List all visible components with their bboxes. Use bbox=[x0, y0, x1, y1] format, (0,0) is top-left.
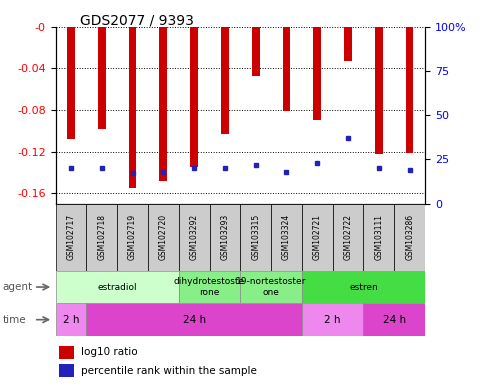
Bar bbox=[364, 204, 394, 271]
Bar bbox=[86, 204, 117, 271]
Text: GSM103293: GSM103293 bbox=[220, 214, 229, 260]
Bar bbox=[313, 27, 321, 121]
Bar bbox=[302, 271, 425, 303]
Text: 19-nortestoster
one: 19-nortestoster one bbox=[236, 277, 306, 297]
Bar bbox=[302, 303, 364, 336]
Text: GSM103315: GSM103315 bbox=[251, 214, 260, 260]
Bar bbox=[241, 271, 302, 303]
Bar bbox=[283, 27, 290, 111]
Bar bbox=[179, 271, 240, 303]
Bar bbox=[221, 27, 229, 134]
Bar bbox=[302, 204, 333, 271]
Bar bbox=[117, 204, 148, 271]
Bar bbox=[86, 303, 302, 336]
Text: GSM102717: GSM102717 bbox=[67, 214, 75, 260]
Bar bbox=[394, 204, 425, 271]
Bar bbox=[364, 303, 425, 336]
Bar bbox=[179, 204, 210, 271]
Bar bbox=[98, 27, 106, 129]
Bar bbox=[210, 204, 240, 271]
Bar bbox=[128, 27, 136, 188]
Text: GSM102718: GSM102718 bbox=[97, 214, 106, 260]
Text: estradiol: estradiol bbox=[97, 283, 137, 291]
Text: GSM102721: GSM102721 bbox=[313, 214, 322, 260]
Bar bbox=[56, 303, 86, 336]
Text: GSM103111: GSM103111 bbox=[374, 214, 384, 260]
Bar bbox=[59, 364, 74, 377]
Bar bbox=[148, 204, 179, 271]
Text: GSM103286: GSM103286 bbox=[405, 214, 414, 260]
Text: log10 ratio: log10 ratio bbox=[82, 347, 138, 357]
Bar bbox=[56, 204, 86, 271]
Text: 24 h: 24 h bbox=[183, 314, 206, 325]
Bar bbox=[56, 271, 179, 303]
Text: GSM102722: GSM102722 bbox=[343, 214, 353, 260]
Text: time: time bbox=[2, 314, 26, 325]
Text: estren: estren bbox=[349, 283, 378, 291]
Bar bbox=[271, 204, 302, 271]
Text: GSM103324: GSM103324 bbox=[282, 214, 291, 260]
Bar bbox=[406, 27, 413, 152]
Bar bbox=[252, 27, 259, 76]
Bar bbox=[59, 346, 74, 359]
Text: 2 h: 2 h bbox=[325, 314, 341, 325]
Text: GDS2077 / 9393: GDS2077 / 9393 bbox=[80, 13, 194, 27]
Text: dihydrotestoste
rone: dihydrotestoste rone bbox=[174, 277, 245, 297]
Bar bbox=[375, 27, 383, 154]
Text: GSM102720: GSM102720 bbox=[159, 214, 168, 260]
Text: percentile rank within the sample: percentile rank within the sample bbox=[82, 366, 257, 376]
Bar bbox=[344, 27, 352, 61]
Text: agent: agent bbox=[2, 282, 32, 292]
Text: 24 h: 24 h bbox=[383, 314, 406, 325]
Text: GSM102719: GSM102719 bbox=[128, 214, 137, 260]
Text: GSM103292: GSM103292 bbox=[190, 214, 199, 260]
Bar bbox=[241, 204, 271, 271]
Bar bbox=[333, 204, 364, 271]
Bar bbox=[190, 27, 198, 167]
Bar bbox=[159, 27, 167, 180]
Bar bbox=[67, 27, 75, 139]
Text: 2 h: 2 h bbox=[63, 314, 79, 325]
